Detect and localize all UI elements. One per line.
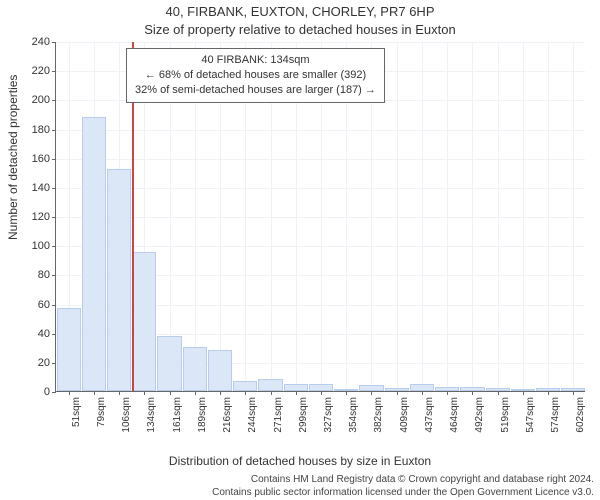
y-tick-mark <box>52 363 56 364</box>
gridline-v <box>573 42 574 391</box>
x-tick-label: 216sqm <box>220 391 233 433</box>
histogram-bar <box>208 350 232 391</box>
x-tick-label: 327sqm <box>321 391 334 433</box>
x-tick-label: 354sqm <box>346 391 359 433</box>
y-tick-mark <box>52 392 56 393</box>
annotation-line: 40 FIRBANK: 134sqm <box>135 53 376 68</box>
histogram-bar <box>284 384 308 391</box>
x-tick-label: 134sqm <box>144 391 157 433</box>
histogram-bar <box>132 252 156 391</box>
annotation-line: ← 68% of detached houses are smaller (39… <box>135 68 376 83</box>
x-tick-label: 244sqm <box>245 391 258 433</box>
x-tick-label: 189sqm <box>195 391 208 433</box>
histogram-bar <box>82 117 106 391</box>
chart-plot-area: 02040608010012014016018020022024051sqm79… <box>55 42 585 392</box>
gridline-v <box>548 42 549 391</box>
y-tick-mark <box>52 42 56 43</box>
gridline-v <box>523 42 524 391</box>
x-tick-label: 299sqm <box>296 391 309 433</box>
gridline-v <box>447 42 448 391</box>
y-tick-mark <box>52 275 56 276</box>
annotation-line: 32% of semi-detached houses are larger (… <box>135 83 376 98</box>
gridline-v <box>397 42 398 391</box>
attribution-line-1: Contains HM Land Registry data © Crown c… <box>251 474 594 485</box>
x-tick-label: 79sqm <box>94 391 107 427</box>
y-tick-mark <box>52 217 56 218</box>
attribution-line-2: Contains public sector information licen… <box>212 487 594 498</box>
x-tick-label: 547sqm <box>523 391 536 433</box>
gridline-v <box>472 42 473 391</box>
histogram-bar <box>183 347 207 391</box>
x-tick-label: 382sqm <box>371 391 384 433</box>
histogram-bar <box>233 381 257 391</box>
x-tick-label: 409sqm <box>397 391 410 433</box>
y-tick-mark <box>52 246 56 247</box>
gridline-v <box>422 42 423 391</box>
y-tick-mark <box>52 100 56 101</box>
x-tick-label: 271sqm <box>271 391 284 433</box>
histogram-bar <box>309 384 333 391</box>
annotation-box: 40 FIRBANK: 134sqm← 68% of detached hous… <box>126 48 385 103</box>
x-tick-label: 106sqm <box>119 391 132 433</box>
x-tick-label: 437sqm <box>422 391 435 433</box>
y-tick-mark <box>52 159 56 160</box>
y-tick-mark <box>52 334 56 335</box>
histogram-bar <box>107 169 131 391</box>
gridline-v <box>498 42 499 391</box>
page-subtitle: Size of property relative to detached ho… <box>0 22 600 37</box>
x-tick-label: 492sqm <box>472 391 485 433</box>
y-axis-label: Number of detached properties <box>6 75 20 240</box>
x-tick-label: 602sqm <box>573 391 586 433</box>
y-tick-mark <box>52 71 56 72</box>
x-axis-label: Distribution of detached houses by size … <box>0 454 600 468</box>
x-tick-label: 51sqm <box>69 391 82 427</box>
y-tick-mark <box>52 130 56 131</box>
x-tick-label: 574sqm <box>548 391 561 433</box>
histogram-bar <box>410 384 434 391</box>
x-tick-label: 161sqm <box>170 391 183 433</box>
histogram-bar <box>57 308 81 391</box>
x-tick-label: 464sqm <box>447 391 460 433</box>
histogram-bar <box>258 379 282 391</box>
page-title: 40, FIRBANK, EUXTON, CHORLEY, PR7 6HP <box>0 4 600 19</box>
histogram-bar <box>157 336 181 391</box>
y-tick-mark <box>52 188 56 189</box>
y-tick-mark <box>52 305 56 306</box>
attribution-text: Contains HM Land Registry data © Crown c… <box>212 474 594 499</box>
x-tick-label: 519sqm <box>498 391 511 433</box>
